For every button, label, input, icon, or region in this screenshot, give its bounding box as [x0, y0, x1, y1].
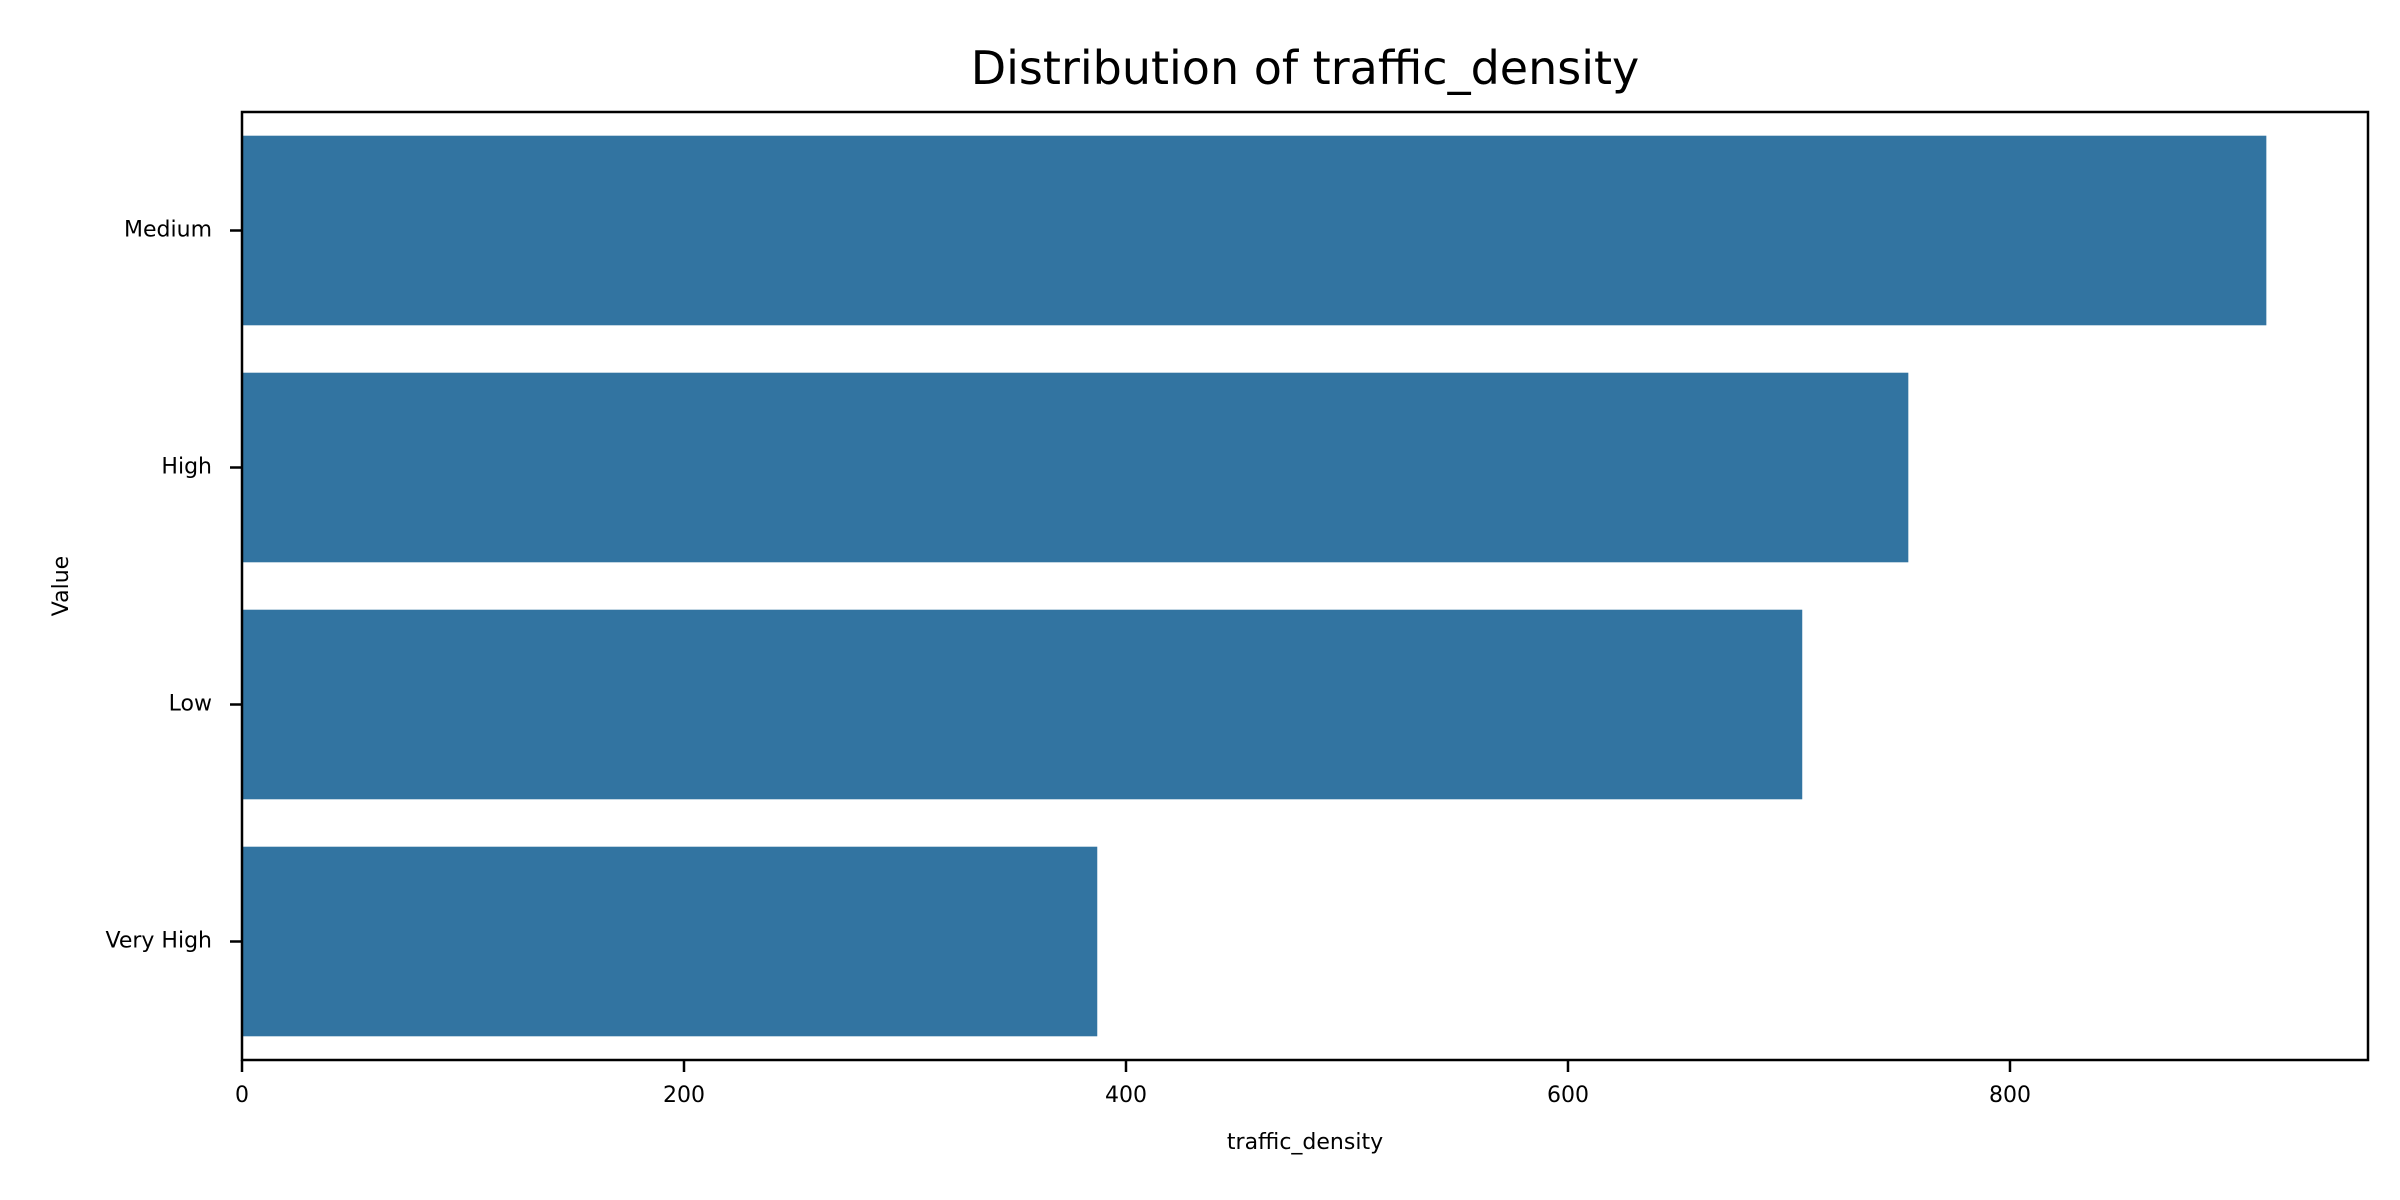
bar-low: [242, 609, 1803, 800]
x-tick-label: 600: [1547, 1083, 1589, 1108]
chart-title: Distribution of traffic_density: [971, 41, 1640, 95]
y-tick-label: Low: [169, 692, 212, 717]
y-axis: Medium High Low Very High: [106, 218, 242, 954]
y-tick-label: High: [161, 455, 212, 480]
bar-high: [242, 372, 1909, 563]
y-tick-label: Very High: [106, 929, 213, 954]
x-tick-label: 400: [1105, 1083, 1147, 1108]
plot-frame: [240, 110, 2370, 1062]
x-tick-label: 0: [235, 1083, 249, 1108]
x-tick-label: 200: [663, 1083, 705, 1108]
y-tick-label: Medium: [124, 218, 212, 243]
bar-very-high: [242, 846, 1098, 1037]
x-axis: 0 200 400 600 800: [235, 1060, 2031, 1108]
x-tick-label: 800: [1989, 1083, 2031, 1108]
bars-group: [242, 135, 2267, 1037]
x-axis-label: traffic_density: [1227, 1130, 1383, 1155]
bar-medium: [242, 135, 2267, 326]
y-axis-label: Value: [49, 556, 74, 616]
